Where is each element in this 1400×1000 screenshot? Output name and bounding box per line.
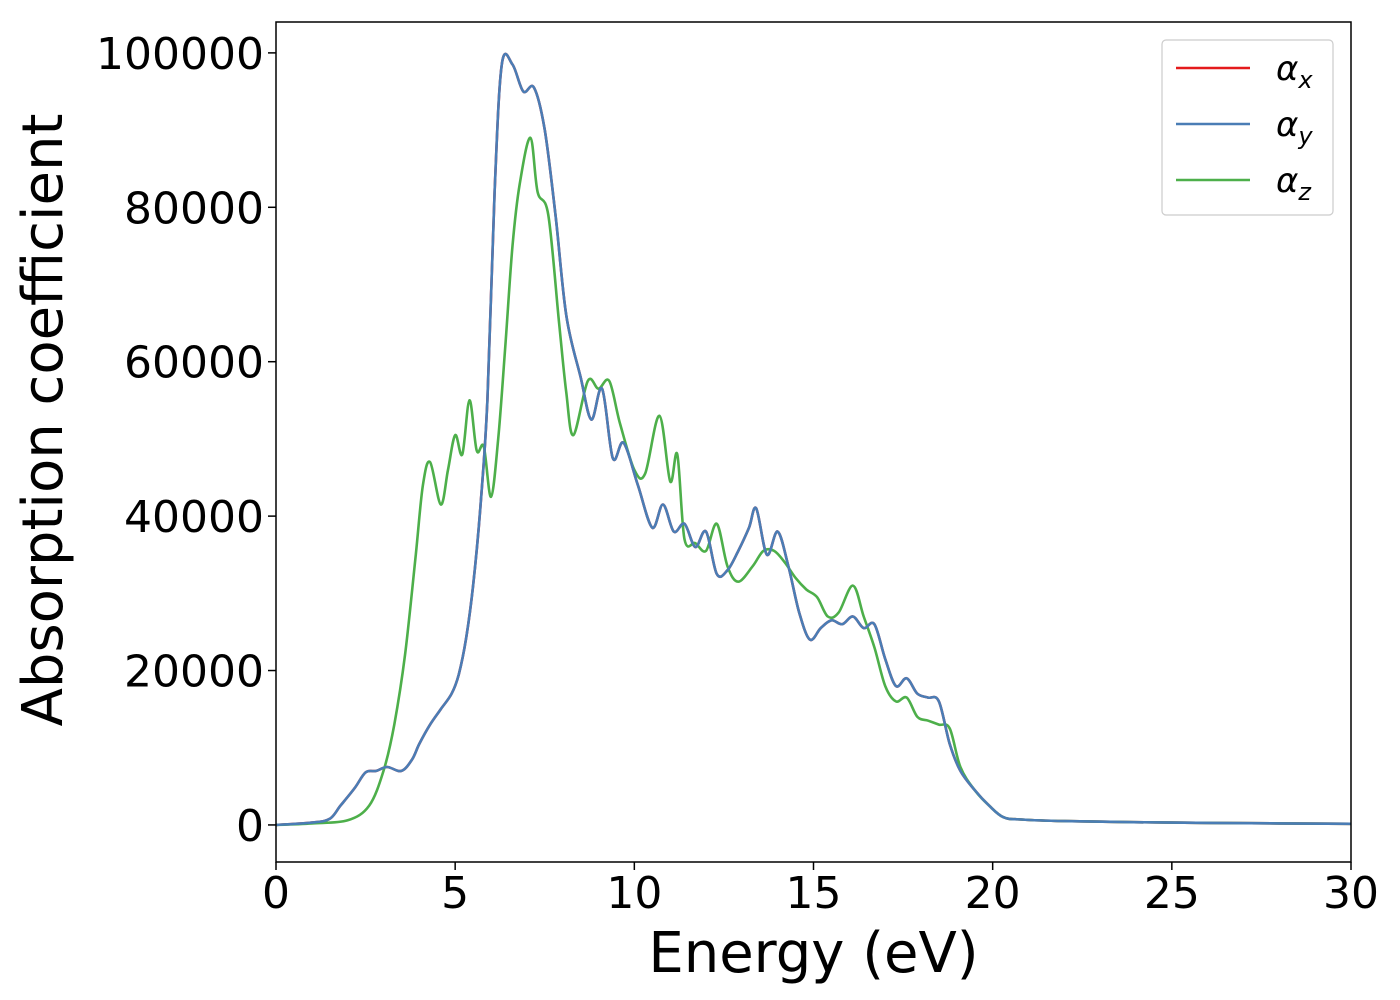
y-tick-label: 100000 (96, 29, 264, 80)
series-line-y (275, 52, 1352, 827)
y-tick-label: 0 (236, 801, 264, 852)
x-tick-label: 30 (1323, 868, 1379, 919)
legend-label-x: αx (1276, 49, 1313, 94)
x-tick-label: 15 (786, 868, 842, 919)
y-axis: 0 20000 40000 60000 80000 100000 (96, 29, 276, 852)
x-tick-label: 25 (1144, 868, 1200, 919)
x-axis: 0 5 10 15 20 25 30 (262, 862, 1379, 919)
series-layer (275, 52, 1352, 827)
x-axis-title: Energy (eV) (648, 921, 978, 986)
x-tick-label: 20 (965, 868, 1021, 919)
y-tick-label: 80000 (124, 183, 264, 234)
x-tick-label: 5 (441, 868, 469, 919)
y-tick-label: 40000 (124, 492, 264, 543)
x-tick-label: 0 (262, 868, 290, 919)
legend-label-z: αz (1276, 161, 1312, 206)
series-line-z (275, 136, 1352, 827)
y-axis-title: Absorption coefficient (11, 114, 76, 727)
legend-box (1161, 39, 1334, 216)
legend-label-y: αy (1276, 105, 1313, 150)
y-tick-label: 60000 (124, 338, 264, 389)
legend: αx αy αz (1161, 39, 1334, 216)
legend-items: αx αy αz (1176, 49, 1313, 206)
y-tick-label: 20000 (124, 647, 264, 698)
x-tick-label: 10 (606, 868, 662, 919)
